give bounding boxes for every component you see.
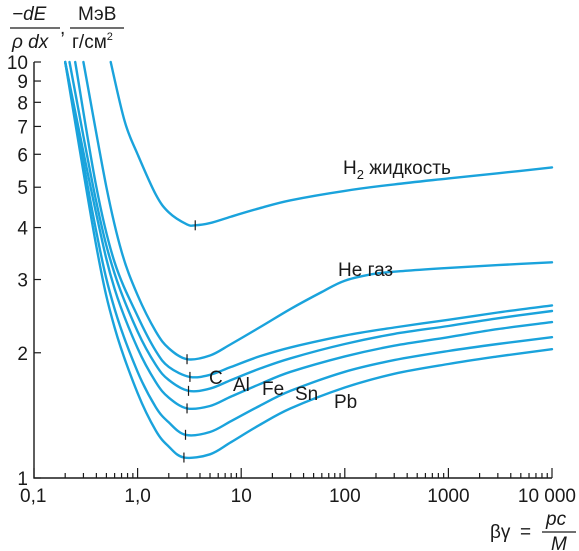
series-name-subscript: 2 bbox=[357, 167, 364, 182]
y-tick-label: 1 bbox=[17, 469, 28, 490]
series-label: C bbox=[209, 368, 223, 389]
series-line bbox=[64, 60, 554, 411]
series-name: He газ bbox=[338, 260, 393, 281]
y-tick-label: 9 bbox=[17, 72, 28, 93]
series-line bbox=[68, 60, 554, 393]
y-tick-label: 3 bbox=[17, 271, 28, 292]
series-name: Fe bbox=[262, 379, 284, 400]
series-label: Sn bbox=[295, 384, 318, 405]
y-tick-label: 7 bbox=[17, 117, 28, 138]
series-label: He газ bbox=[338, 260, 393, 281]
ylabel-unit-superscript: 2 bbox=[107, 31, 113, 43]
x-ticks: 0,1 1,0 10 100 1000 10 000 bbox=[20, 468, 576, 507]
plot-axes bbox=[33, 62, 552, 479]
series-line bbox=[64, 60, 554, 460]
series-name: Pb bbox=[334, 392, 357, 413]
x-tick-label: 100 bbox=[329, 486, 361, 507]
ylabel-denominator: ρ dx bbox=[11, 32, 50, 53]
x-axis-label: βγ = pc M bbox=[490, 509, 576, 551]
xlabel-numerator: pc bbox=[545, 509, 567, 530]
curves bbox=[64, 60, 554, 460]
x-tick-label: 10 000 bbox=[518, 486, 576, 507]
y-tick-label: 8 bbox=[17, 93, 28, 114]
ylabel-separator: , bbox=[60, 18, 65, 39]
y-axis-label: −dE ρ dx , МэВ г/см2 bbox=[10, 4, 124, 53]
x-tick-label: 1000 bbox=[427, 486, 469, 507]
series-label: H2 жидкость bbox=[343, 158, 451, 182]
minimum-markers bbox=[183, 220, 196, 463]
series-label: Al bbox=[233, 375, 250, 396]
xlabel-lhs: βγ bbox=[490, 522, 511, 543]
series-label: Pb bbox=[334, 392, 357, 413]
xlabel-denominator: M bbox=[551, 534, 567, 551]
series-name: H bbox=[343, 158, 357, 179]
ylabel-unit-numerator: МэВ bbox=[78, 4, 116, 25]
series-name: C bbox=[209, 368, 223, 389]
series-labels: H2 жидкость He газ C Al Fe Sn Pb bbox=[209, 158, 451, 413]
ylabel-unit-denominator-text: г/см bbox=[72, 32, 107, 53]
xlabel-eq: = bbox=[520, 522, 531, 543]
y-tick-label: 2 bbox=[17, 344, 28, 365]
y-tick-label: 5 bbox=[17, 178, 28, 199]
y-tick-label: 10 bbox=[7, 53, 28, 74]
series-line bbox=[82, 60, 554, 361]
x-tick-label: 1,0 bbox=[124, 486, 150, 507]
series-name: Sn bbox=[295, 384, 318, 405]
ylabel-unit-denominator: г/см2 bbox=[72, 31, 113, 53]
y-tick-label: 6 bbox=[17, 145, 28, 166]
y-tick-label: 4 bbox=[17, 219, 28, 240]
x-tick-label: 0,1 bbox=[20, 486, 46, 507]
series-line bbox=[109, 60, 554, 227]
series-line bbox=[64, 60, 554, 437]
series-line bbox=[74, 60, 554, 379]
ylabel-numerator: −dE bbox=[12, 4, 47, 25]
series-name-suffix: жидкость bbox=[364, 158, 451, 179]
series-label: Fe bbox=[262, 379, 284, 400]
x-tick-label: 10 bbox=[231, 486, 252, 507]
series-name: Al bbox=[233, 375, 250, 396]
